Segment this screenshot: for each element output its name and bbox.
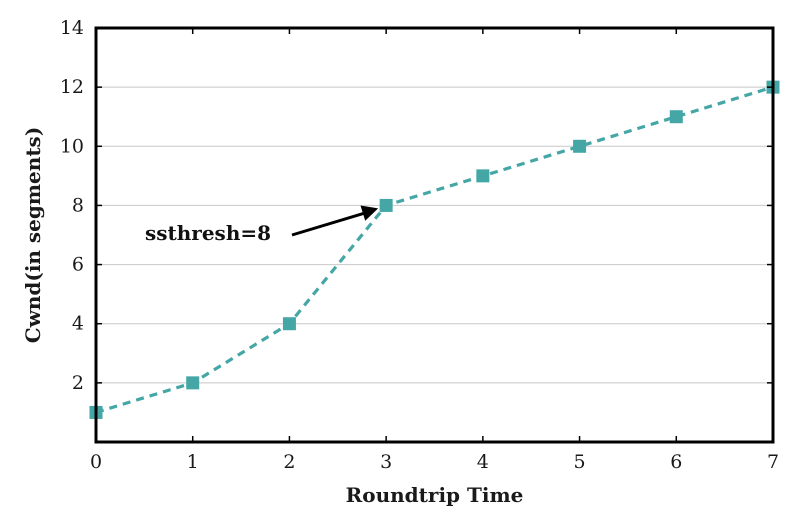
x-tick-label-7: 7 [767, 451, 779, 473]
annotation-arrow-shaft [291, 209, 371, 237]
data-point-3 [379, 198, 393, 212]
x-axis-title: Roundtrip Time [346, 483, 524, 507]
data-point-1 [186, 376, 200, 390]
x-axis-ticks: 0 1 2 3 4 5 6 7 [90, 28, 779, 473]
x-tick-label-4: 4 [477, 451, 489, 473]
y-tick-label-12: 12 [60, 76, 84, 98]
x-tick-label-6: 6 [670, 451, 682, 473]
x-tick-label-0: 0 [90, 451, 102, 473]
y-tick-label-14: 14 [60, 17, 84, 39]
annotation: ssthresh=8 [145, 205, 379, 245]
data-point-6 [669, 110, 683, 124]
x-tick-label-2: 2 [283, 451, 295, 473]
y-tick-label-2: 2 [72, 372, 84, 394]
series-line-0 [95, 85, 774, 414]
data-point-2 [282, 317, 296, 331]
annotation-label: ssthresh=8 [145, 221, 271, 245]
data-point-5 [573, 139, 587, 153]
grid-lines [96, 86, 773, 384]
y-tick-label-10: 10 [60, 135, 84, 157]
x-tick-label-5: 5 [574, 451, 586, 473]
annotation-arrow-head [360, 205, 379, 221]
y-axis-ticks: 2 4 6 8 10 12 14 [60, 17, 773, 394]
x-tick-label-1: 1 [187, 451, 199, 473]
y-tick-label-4: 4 [72, 313, 84, 335]
y-axis-title: Cwnd(in segments) [21, 127, 45, 344]
y-tick-label-6: 6 [72, 254, 84, 276]
data-point-4 [476, 169, 490, 183]
plot-series [89, 80, 780, 419]
x-tick-label-3: 3 [380, 451, 392, 473]
plot-frame [94, 26, 775, 444]
y-tick-label-8: 8 [72, 194, 84, 216]
